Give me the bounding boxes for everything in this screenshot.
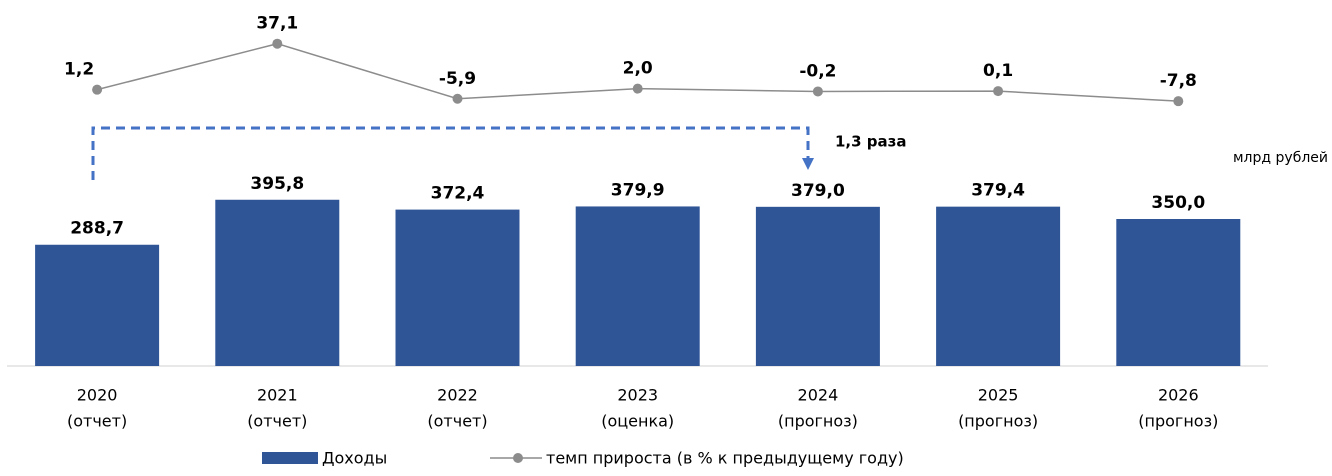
line-marker	[92, 84, 103, 95]
line-marker	[993, 86, 1004, 97]
line-marker	[272, 38, 283, 49]
value-label: 379,4	[971, 181, 1025, 201]
comparison-bracket	[91, 126, 810, 180]
line-marker	[452, 93, 463, 104]
value-label: -0,2	[799, 61, 836, 81]
annotation: 1,3 раза	[835, 133, 907, 151]
value-label: 288,7	[70, 219, 124, 239]
legend-label: темп прироста (в % к предыдущему году)	[546, 449, 904, 468]
value-label: 0,1	[983, 61, 1013, 81]
line-marker	[812, 86, 823, 97]
value-label: 350,0	[1151, 193, 1205, 213]
value-label: 379,9	[611, 180, 665, 200]
x-tick-label: 2020	[77, 386, 118, 405]
unit-label: млрд рублей	[1233, 150, 1328, 166]
x-tick-label: (отчет)	[427, 412, 487, 431]
x-tick-label: 2023	[617, 386, 658, 405]
line-marker	[1173, 96, 1184, 107]
x-tick-label: 2022	[437, 386, 478, 405]
value-label: -5,9	[439, 69, 476, 89]
value-label: 379,0	[791, 181, 845, 201]
bar	[35, 244, 160, 366]
x-tick-label: (прогноз)	[958, 412, 1038, 431]
x-tick-label: (отчет)	[67, 412, 127, 431]
legend-marker	[513, 453, 523, 463]
legend-label: Доходы	[322, 449, 387, 468]
value-label: 37,1	[256, 14, 298, 34]
value-label: 1,2	[64, 60, 94, 80]
bar	[215, 199, 340, 366]
arrow-head	[802, 158, 814, 170]
bar	[1116, 219, 1241, 366]
bar	[395, 209, 520, 366]
value-label: -7,8	[1160, 71, 1197, 91]
legend-swatch	[262, 452, 318, 464]
x-tick-label: 2024	[798, 386, 839, 405]
x-tick-label: (отчет)	[247, 412, 307, 431]
bar	[936, 206, 1061, 366]
line-marker	[632, 83, 643, 94]
bar	[755, 206, 880, 366]
x-tick-label: (прогноз)	[1138, 412, 1218, 431]
value-label: 395,8	[250, 174, 304, 194]
x-tick-label: (оценка)	[601, 412, 674, 431]
x-tick-label: (прогноз)	[778, 412, 858, 431]
x-tick-label: 2025	[978, 386, 1019, 405]
bar	[575, 206, 700, 366]
x-tick-label: 2021	[257, 386, 298, 405]
value-label: 372,4	[431, 184, 485, 204]
x-tick-label: 2026	[1158, 386, 1199, 405]
value-label: 2,0	[623, 59, 653, 79]
